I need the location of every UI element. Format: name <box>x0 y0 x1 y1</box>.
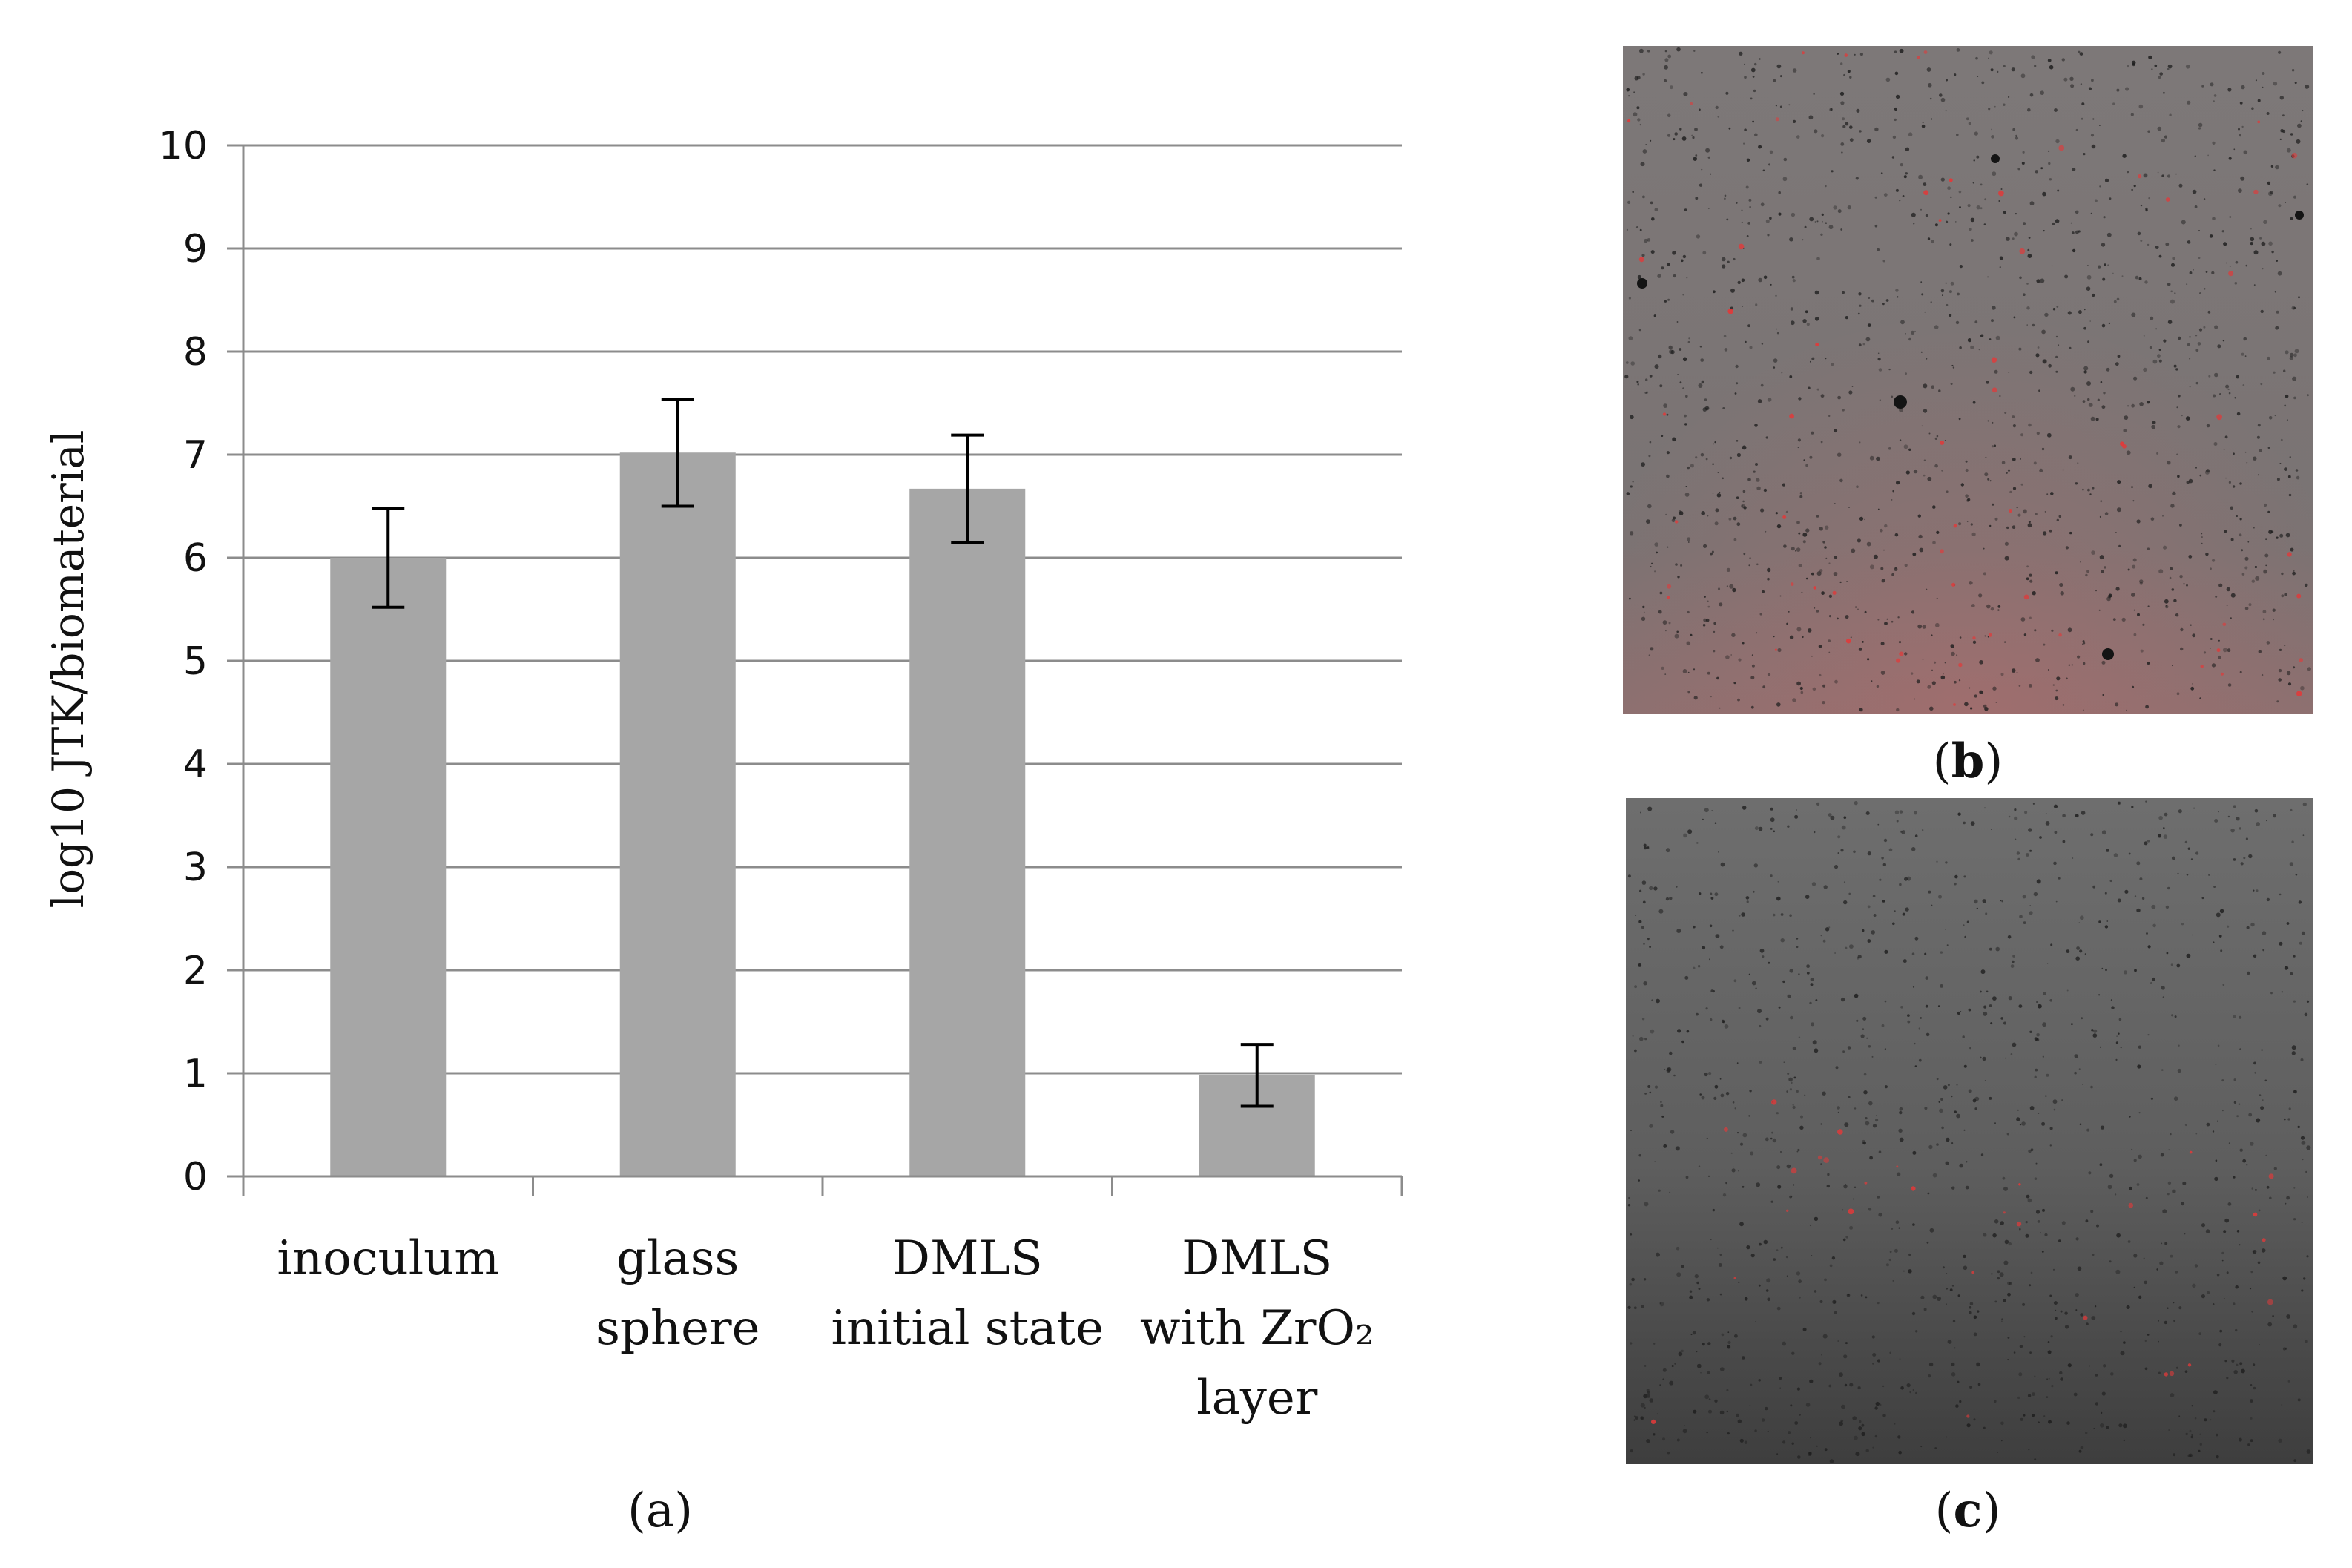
y-tick-label: 10 <box>159 124 208 168</box>
y-tick-label: 5 <box>183 639 208 684</box>
micrograph-b-specks <box>1624 47 2311 712</box>
x-category-label: inoculum <box>277 1231 499 1286</box>
panel-label-b: (b) <box>1933 734 2003 789</box>
y-tick-label: 2 <box>183 949 208 993</box>
bar <box>330 558 447 1176</box>
y-tick-label: 7 <box>183 433 208 478</box>
bar-chart: 0 1 2 3 4 5 6 7 8 9 10 inoculum glass sphere DMLS init… <box>43 124 1403 1426</box>
bar <box>619 452 736 1176</box>
y-tick-label: 9 <box>183 227 208 271</box>
y-tick-label: 8 <box>183 330 208 375</box>
y-tick-label: 3 <box>183 846 208 890</box>
panel-label-c: (c) <box>1935 1483 2001 1538</box>
micrograph-c <box>1626 798 2313 1464</box>
bar <box>909 488 1026 1176</box>
panel-label-a: (a) <box>627 1483 693 1538</box>
y-axis-label: log10 JTK/biomaterial <box>43 430 93 909</box>
x-category-label: DMLS <box>892 1231 1043 1286</box>
micrograph-b <box>1623 46 2313 714</box>
y-tick-label: 0 <box>183 1155 208 1199</box>
x-category-label: initial state <box>831 1301 1104 1356</box>
x-category-label: DMLS <box>1182 1231 1332 1286</box>
x-category-label: layer <box>1196 1371 1318 1426</box>
bars <box>330 452 1315 1176</box>
micrograph-c-specks <box>1627 800 2311 1463</box>
y-tick-label: 1 <box>183 1052 208 1096</box>
y-tick-label: 6 <box>183 536 208 581</box>
error-bars <box>372 397 1274 1108</box>
axes <box>242 145 1403 1196</box>
x-category-label: with ZrO₂ <box>1140 1301 1374 1356</box>
x-category-label: glass <box>616 1231 739 1286</box>
y-axis-tick-labels: 0 1 2 3 4 5 6 7 8 9 10 <box>159 124 208 1199</box>
y-tick-label: 4 <box>183 742 208 787</box>
x-axis-category-labels: inoculum glass sphere DMLS initial state DMLS… <box>277 1231 1374 1426</box>
x-category-label: sphere <box>596 1301 760 1356</box>
